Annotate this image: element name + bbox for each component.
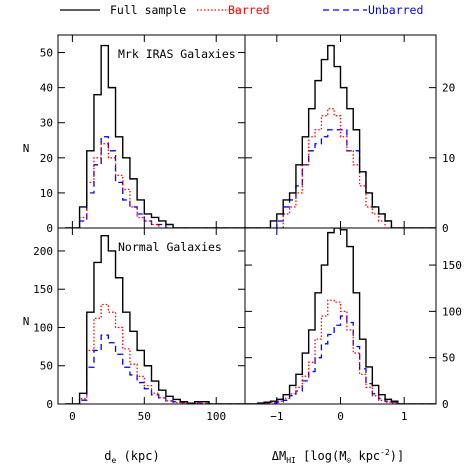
series-dashed-step-line [245, 129, 436, 228]
y-tick-label: 50 [40, 47, 53, 60]
y-tick-label: 20 [442, 82, 455, 95]
x-tick-label: 0 [69, 410, 76, 423]
x-tick-label: −1 [270, 410, 283, 423]
y-tick-label: 0 [442, 222, 449, 235]
y-tick-label: 0 [442, 398, 449, 411]
y-tick-label: 0 [46, 222, 53, 235]
svg-text:ΔMHI [log(M⊙ kpc-2)]: ΔMHI [log(M⊙ kpc-2)] [272, 448, 405, 465]
panel-1: 0 10 20 30 40 50 Mrk IRAS Galaxies [40, 34, 246, 235]
y-tick-label: 200 [33, 245, 53, 258]
legend: Full sample Barred Unbarred [60, 3, 423, 17]
y-tick-label: 0 [46, 398, 53, 411]
series-dotted-step-line [245, 299, 436, 404]
series-solid-step-line [245, 44, 436, 228]
series-dashed-step-line [245, 315, 436, 404]
legend-label-3: Unbarred [368, 3, 423, 17]
x-axis-label-left: de (kpc) [104, 449, 159, 465]
y-tick-label: 150 [33, 283, 53, 296]
series-solid-step-line [65, 234, 245, 404]
x-tick-label: 50 [138, 410, 151, 423]
panel-frame [57, 34, 246, 229]
panel-title: Mrk IRAS Galaxies [118, 47, 236, 61]
x-tick-label: 0 [337, 410, 344, 423]
y-tick-label: 150 [442, 259, 462, 272]
x-tick-label: 1 [401, 410, 408, 423]
series-dashed-step-line [65, 334, 245, 404]
x-axis-label-right: ΔMHI [log(M⊙ kpc-2)] [272, 448, 405, 465]
y-tick-label: 30 [40, 117, 53, 130]
series-dotted-step-line [245, 108, 436, 228]
panel-2: 0 10 20 [244, 34, 455, 235]
y-axis-label-top: N [23, 142, 30, 155]
panel-3: 0 50 100 150 200 0 50 100 Normal Galaxies [33, 227, 246, 423]
series-dotted-step-line [65, 303, 245, 404]
panel-title: Normal Galaxies [118, 240, 222, 254]
y-tick-label: 10 [40, 187, 53, 200]
x-tick-label: 100 [206, 410, 226, 423]
y-tick-label: 20 [40, 152, 53, 165]
y-tick-label: 100 [442, 305, 462, 318]
series-solid-step-line [245, 228, 436, 404]
y-axis-label-bottom: N [23, 315, 30, 328]
y-tick-label: 50 [442, 352, 455, 365]
y-tick-label: 40 [40, 82, 53, 95]
y-tick-label: 10 [442, 152, 455, 165]
legend-label-1: Full sample [110, 3, 186, 17]
svg-text:de (kpc): de (kpc) [104, 449, 159, 465]
y-tick-label: 50 [40, 360, 53, 373]
panel-4: 0 50 100 150 −1 0 1 [244, 227, 462, 423]
y-tick-label: 100 [33, 321, 53, 334]
series-dotted-step-line [65, 143, 245, 228]
legend-label-2: Barred [228, 3, 270, 17]
series-solid-step-line [65, 44, 245, 228]
panel-frame [244, 34, 437, 229]
